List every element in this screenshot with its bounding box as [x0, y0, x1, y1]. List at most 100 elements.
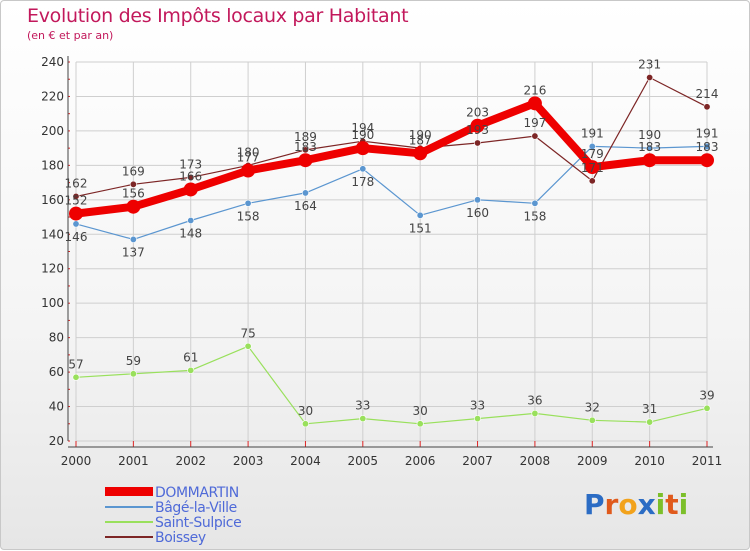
series-line-saint-sulpice: [75, 345, 708, 425]
chart-title: Evolution des Impôts locaux par Habitant: [27, 5, 409, 27]
x-tick-label: 2006: [405, 454, 436, 468]
y-tick-label: 20: [49, 434, 64, 448]
data-point-dommartin: [642, 153, 657, 168]
data-label-b-g-la-ville: 190: [638, 128, 661, 142]
data-label-boissey: 173: [179, 157, 202, 171]
legend-swatch-boissey: [105, 536, 153, 538]
data-point-dommartin: [527, 96, 542, 111]
chart-subtitle: (en € et par an): [27, 29, 114, 42]
data-label-boissey: 197: [523, 116, 546, 130]
data-point-b-g-la-ville: [474, 196, 482, 204]
data-point-saint-sulpice: [72, 373, 80, 381]
y-tick-label: 240: [41, 55, 64, 69]
data-label-boissey: 231: [638, 58, 661, 72]
data-label-saint-sulpice: 61: [183, 350, 198, 364]
data-point-dommartin: [413, 146, 428, 161]
data-label-boissey: 169: [122, 164, 145, 178]
data-point-saint-sulpice: [531, 409, 539, 417]
data-label-boissey: 193: [466, 123, 489, 137]
data-label-dommartin: 187: [409, 133, 432, 147]
y-tick-label: 120: [41, 262, 64, 276]
y-tick-label: 160: [41, 193, 64, 207]
legend-label-dommartin: DOMMARTIN: [155, 485, 239, 501]
data-point-saint-sulpice: [244, 342, 252, 350]
data-point-b-g-la-ville: [187, 216, 195, 224]
x-tick-label: 2007: [462, 454, 493, 468]
legend-label-boissey: Boissey: [155, 530, 206, 546]
data-point-dommartin: [585, 160, 600, 175]
x-tick-label: 2002: [175, 454, 206, 468]
data-label-dommartin: 179: [581, 147, 604, 161]
y-tick-label: 60: [49, 365, 64, 379]
data-point-b-g-la-ville: [359, 165, 367, 173]
data-point-b-g-la-ville: [129, 235, 137, 243]
data-label-dommartin: 190: [351, 128, 374, 142]
data-point-dommartin: [69, 206, 83, 221]
proxiti-logo: Proxiti: [584, 488, 688, 521]
data-label-b-g-la-ville: 191: [696, 126, 719, 140]
legend-label-saint-sulpice: Saint-Sulpice: [155, 515, 242, 531]
y-tick-label: 140: [41, 227, 64, 241]
data-point-boissey: [187, 173, 195, 181]
data-label-boissey: 162: [65, 176, 88, 190]
data-point-b-g-la-ville: [72, 220, 80, 228]
data-point-dommartin: [241, 163, 256, 178]
data-label-b-g-la-ville: 137: [122, 245, 145, 259]
series-line-b-g-la-ville: [75, 145, 708, 240]
data-label-b-g-la-ville: 151: [409, 221, 432, 235]
data-point-saint-sulpice: [588, 416, 596, 424]
data-point-b-g-la-ville: [301, 189, 309, 197]
y-tick-label: 180: [41, 158, 64, 172]
data-label-dommartin: 183: [294, 140, 317, 154]
data-label-saint-sulpice: 30: [298, 404, 313, 418]
data-label-b-g-la-ville: 158: [237, 209, 260, 223]
data-label-b-g-la-ville: 164: [294, 199, 317, 213]
data-label-boissey: 189: [294, 130, 317, 144]
data-label-saint-sulpice: 32: [585, 400, 600, 414]
data-point-boissey: [129, 180, 137, 188]
series: [69, 74, 714, 428]
data-label-saint-sulpice: 75: [240, 326, 255, 340]
data-point-boissey: [531, 132, 539, 140]
data-point-boissey: [72, 192, 80, 200]
x-tick-label: 2000: [61, 454, 92, 468]
data-point-dommartin: [298, 153, 313, 168]
data-label-b-g-la-ville: 160: [466, 206, 489, 220]
logo-letter: P: [584, 488, 605, 521]
data-label-dommartin: 183: [638, 140, 661, 154]
legend-label-bage-la-ville: Bâgé-la-Ville: [155, 500, 237, 516]
data-point-saint-sulpice: [187, 366, 195, 374]
data-label-boissey: 214: [696, 87, 719, 101]
y-tick-label: 100: [41, 296, 64, 310]
x-tick-label: 2003: [233, 454, 264, 468]
axes: 20 40 60 80 100 120 140 160 180 200 220 240 2000 2001…: [41, 55, 722, 468]
data-point-b-g-la-ville: [588, 142, 596, 150]
logo-letter: t: [665, 488, 679, 521]
x-tick-label: 2001: [118, 454, 149, 468]
data-label-saint-sulpice: 59: [126, 354, 141, 368]
data-label-b-g-la-ville: 178: [351, 175, 374, 189]
data-label-saint-sulpice: 39: [699, 388, 714, 402]
data-label-dommartin: 203: [466, 106, 489, 120]
data-label-dommartin: 183: [696, 140, 719, 154]
data-label-dommartin: 216: [523, 83, 546, 97]
data-point-boissey: [646, 74, 654, 82]
data-point-b-g-la-ville: [531, 199, 539, 207]
logo-letter: i: [655, 488, 666, 521]
data-label-boissey: 190: [409, 128, 432, 142]
legend-swatch-saint-sulpice: [105, 521, 153, 523]
y-tick-label: 220: [41, 89, 64, 103]
data-label-b-g-la-ville: 146: [65, 230, 88, 244]
data-point-saint-sulpice: [129, 370, 137, 378]
series-line-boissey: [75, 76, 708, 197]
x-tick-label: 2011: [692, 454, 723, 468]
data-label-saint-sulpice: 31: [642, 402, 657, 416]
data-label-dommartin: 156: [122, 187, 145, 201]
logo-letter: r: [604, 488, 619, 521]
data-point-saint-sulpice: [474, 415, 482, 423]
data-label-saint-sulpice: 33: [355, 399, 370, 413]
data-point-dommartin: [126, 199, 141, 214]
grid: [75, 61, 708, 442]
